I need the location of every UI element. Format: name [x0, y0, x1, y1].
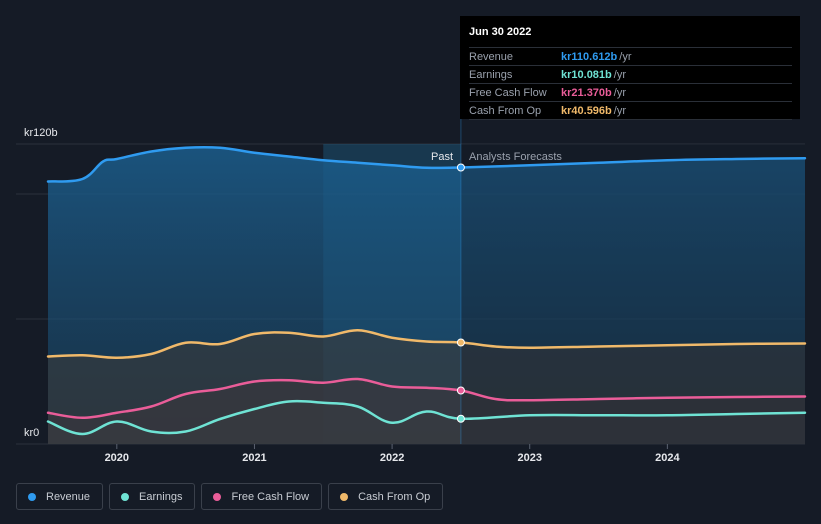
legend-label: Free Cash Flow: [231, 490, 310, 503]
marker-earnings: [456, 414, 465, 423]
legend-item-free-cash-flow[interactable]: Free Cash Flow: [201, 483, 323, 510]
legend-dot-icon: [121, 492, 130, 501]
legend-dot-icon: [28, 492, 36, 501]
tooltip-row-cash-from-op: Cash From Op kr40.596b /yr: [469, 101, 792, 120]
y-axis-bottom-label: kr0: [24, 427, 39, 439]
tooltip: Jun 30 2022 Revenue kr110.612b /yr Earni…: [460, 16, 800, 120]
x-tick-label: 2021: [242, 452, 266, 464]
x-tick-label: 2023: [517, 452, 541, 464]
legend: Revenue Earnings Free Cash Flow Cash Fro…: [16, 483, 444, 510]
x-tick-label: 2022: [380, 452, 404, 464]
tooltip-label: Free Cash Flow: [469, 86, 547, 99]
tooltip-unit: /yr: [619, 50, 632, 63]
tooltip-date: Jun 30 2022: [469, 26, 532, 38]
legend-item-cash-from-op[interactable]: Cash From Op: [328, 483, 444, 510]
tooltip-row-free-cash-flow: Free Cash Flow kr21.370b /yr: [469, 83, 792, 101]
marker-revenue: [456, 163, 465, 172]
forecast-dim-overlay: [460, 144, 805, 444]
past-label: Past: [431, 151, 453, 163]
line-earnings: [46, 399, 807, 436]
forecast-label: Analysts Forecasts: [469, 151, 562, 163]
x-axis-ticks: 2020 2021 2022 2023 2024: [105, 444, 680, 464]
tooltip-value: kr110.612b: [561, 50, 618, 63]
legend-item-revenue[interactable]: Revenue: [16, 483, 104, 510]
marker-cash-from-op: [456, 338, 465, 347]
tooltip-unit: /yr: [613, 86, 626, 99]
tooltip-value: kr21.370b: [561, 86, 612, 99]
tooltip-unit: /yr: [613, 68, 626, 81]
line-free-cash-flow: [46, 377, 807, 420]
legend-dot-icon: [213, 492, 222, 501]
series-areas: [48, 144, 805, 445]
x-tick-label: 2020: [105, 452, 129, 464]
tooltip-value: kr40.596b: [561, 104, 612, 117]
legend-dot-icon: [340, 492, 349, 501]
tooltip-row-earnings: Earnings kr10.081b /yr: [469, 65, 792, 83]
series-markers: [456, 163, 465, 423]
legend-item-earnings[interactable]: Earnings: [109, 483, 196, 510]
legend-label: Earnings: [139, 490, 183, 503]
tooltip-row-revenue: Revenue kr110.612b /yr: [469, 47, 792, 65]
tooltip-label: Cash From Op: [469, 104, 542, 117]
tooltip-label: Earnings: [469, 68, 513, 81]
tooltip-label: Revenue: [469, 50, 514, 63]
tooltip-value: kr10.081b: [561, 68, 612, 81]
legend-label: Cash From Op: [358, 490, 431, 503]
legend-label: Revenue: [46, 490, 91, 503]
line-revenue: [46, 145, 807, 183]
marker-free-cash-flow: [456, 386, 465, 395]
line-cash-from-op: [46, 328, 807, 360]
x-tick-label: 2024: [655, 452, 680, 464]
y-axis-top-label: kr120b: [24, 127, 58, 139]
tooltip-unit: /yr: [613, 104, 626, 117]
series-lines: [46, 145, 807, 436]
